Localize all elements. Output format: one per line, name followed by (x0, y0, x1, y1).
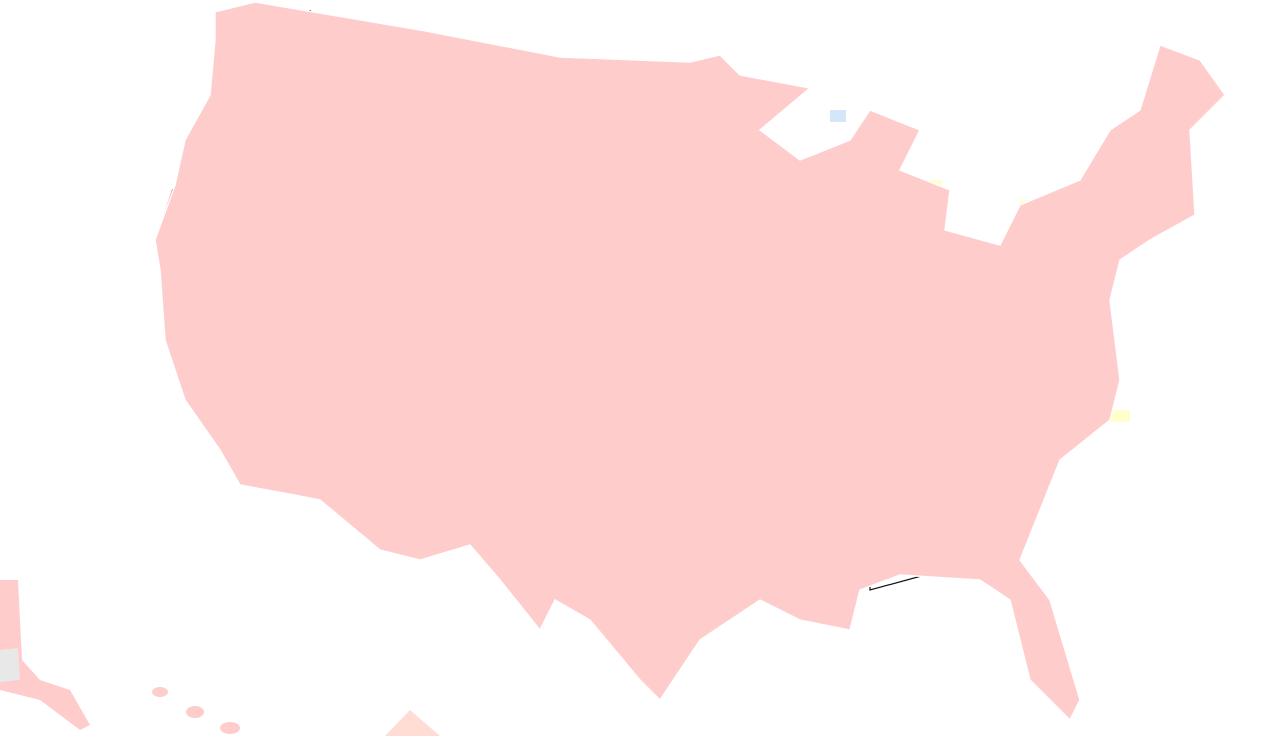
hawaii-island (220, 722, 240, 734)
hawaii-island (186, 706, 204, 718)
alaska-fragment (0, 580, 90, 730)
hawaii-fragment (152, 687, 440, 736)
us-outline (154, 1, 1226, 721)
alaska-no-data (0, 648, 20, 682)
mexico-fragment (385, 710, 440, 736)
county-low-yellow (1110, 410, 1130, 422)
hawaii-island (152, 687, 168, 697)
alaska-shape (0, 580, 90, 730)
county-low-blue (830, 110, 846, 122)
